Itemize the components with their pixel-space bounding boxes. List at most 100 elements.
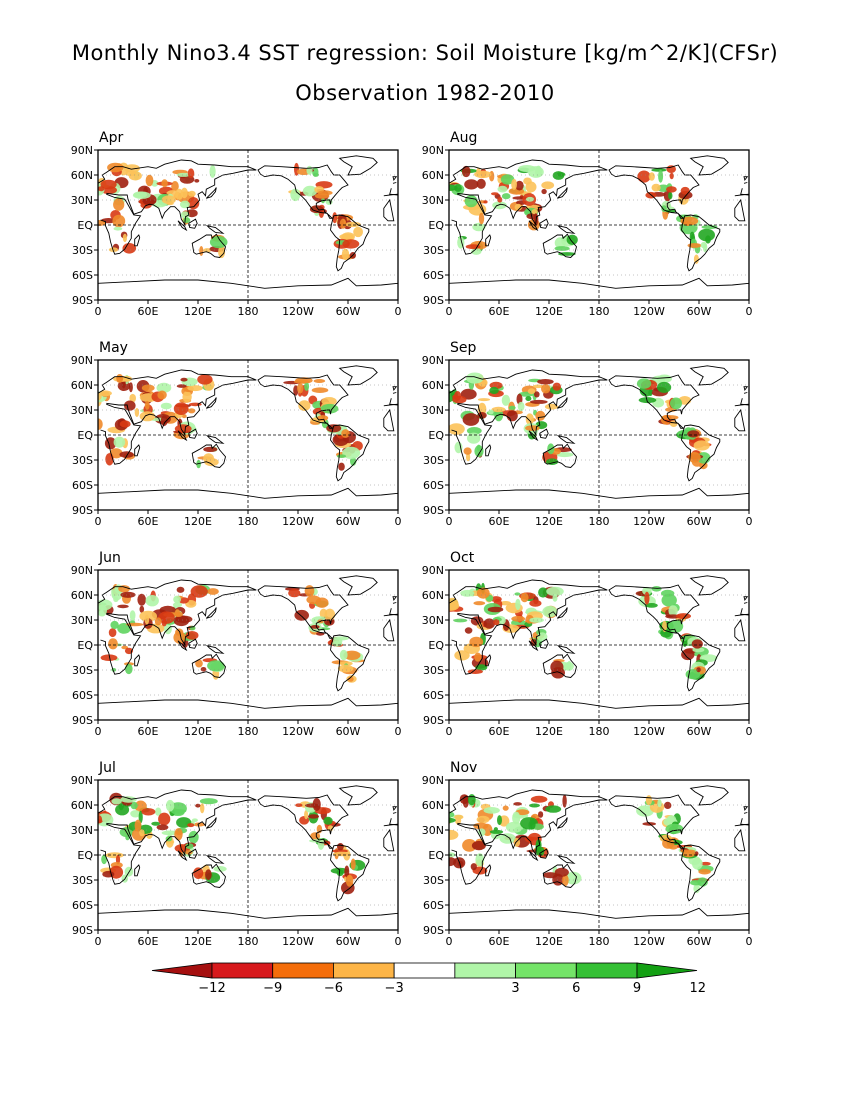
lat-tick-label: 60S [423, 689, 444, 702]
lon-tick-label: 180 [238, 935, 259, 948]
coastline [449, 789, 749, 856]
anomaly-patch [537, 379, 554, 385]
anomaly-patch [180, 211, 190, 219]
coastline [449, 159, 749, 226]
coastline [392, 806, 398, 814]
anomaly-patch [645, 795, 653, 806]
lat-tick-label: 90S [423, 504, 444, 517]
anomaly-patch [110, 620, 119, 630]
anomaly-patch [497, 196, 503, 203]
shading [98, 575, 398, 720]
anomaly-patch [657, 799, 662, 808]
anomaly-patch [339, 649, 348, 661]
panel-month-label: Aug [450, 130, 477, 146]
coastline [330, 844, 370, 902]
anomaly-patch [469, 636, 484, 648]
lon-tick-label: 60W [336, 725, 361, 738]
colorbar: −12 −9 −6 −3 3 6 9 12 [151, 962, 706, 996]
anomaly-patch [651, 168, 667, 172]
anomaly-patch [188, 190, 196, 197]
anomaly-patch [657, 381, 672, 393]
anomaly-patch [98, 418, 103, 431]
shading [449, 575, 749, 720]
anomaly-patch [529, 803, 540, 808]
lat-tick-label: EQ [428, 219, 444, 232]
lon-tick-label: 180 [589, 725, 610, 738]
anomaly-patch [552, 382, 561, 391]
anomaly-patch [499, 833, 516, 844]
anomaly-patch [116, 376, 123, 383]
anomaly-patch [538, 587, 548, 598]
anomaly-patch [476, 167, 481, 177]
coastline [392, 386, 398, 394]
coastline [98, 789, 398, 856]
lon-tick-label: 0 [95, 725, 102, 738]
lat-tick-label: 60S [72, 689, 93, 702]
anomaly-patch [171, 181, 179, 192]
coastline [485, 234, 492, 247]
coastline [556, 397, 568, 409]
lon-tick-label: 60W [336, 305, 361, 318]
lat-tick-label: 90S [72, 504, 93, 517]
lat-tick-label: 30S [72, 244, 93, 257]
coastline [98, 579, 398, 646]
anomaly-patch [332, 851, 351, 857]
coastline [338, 575, 378, 596]
panel-month-label: Oct [450, 550, 475, 566]
coastline [449, 579, 749, 646]
anomaly-patch [637, 170, 651, 183]
anomaly-patch [139, 829, 145, 837]
coastline [449, 907, 749, 930]
anomaly-patch [464, 195, 478, 208]
anomaly-patch [112, 214, 126, 228]
anomaly-patch [341, 232, 355, 242]
anomaly-patch [333, 638, 343, 645]
anomaly-patch [491, 406, 506, 413]
anomaly-patch [218, 245, 226, 259]
lon-tick-label: 0 [446, 935, 453, 948]
colorbar-tick-label: 6 [572, 981, 580, 996]
anomaly-patch [542, 605, 558, 618]
anomaly-patch [298, 400, 311, 411]
colorbar-box [272, 962, 334, 979]
anomaly-patch [525, 396, 532, 402]
anomaly-patch [100, 179, 117, 190]
anomaly-patch [508, 405, 516, 410]
anomaly-patch [207, 660, 225, 672]
coastline [98, 277, 398, 300]
anomaly-patch [476, 178, 486, 189]
colorbar-box [575, 962, 638, 979]
anomaly-patch [155, 807, 162, 816]
anomaly-patch [477, 398, 491, 402]
anomaly-patch [525, 413, 534, 426]
anomaly-patch [176, 586, 185, 593]
anomaly-patch [190, 585, 208, 598]
anomaly-patch [353, 226, 363, 238]
anomaly-patch [113, 198, 125, 211]
anomaly-patch [179, 200, 190, 209]
anomaly-patch [134, 408, 140, 417]
lon-tick-label: 0 [395, 305, 402, 318]
lat-tick-label: EQ [428, 429, 444, 442]
coastline [338, 785, 378, 806]
anomaly-patch [108, 628, 117, 638]
anomaly-patch [478, 828, 486, 837]
anomaly-patch [98, 390, 112, 397]
coastline [191, 653, 226, 678]
colorbar-arrow-left [151, 962, 213, 979]
lon-tick-label: 180 [589, 515, 610, 528]
coastline [205, 435, 225, 444]
lon-tick-label: 0 [746, 935, 753, 948]
coastline [191, 863, 226, 888]
lat-tick-label: 30N [71, 614, 93, 627]
anomaly-patch [336, 454, 347, 459]
anomaly-patch [174, 828, 183, 841]
coastline [681, 214, 721, 272]
coastline [449, 369, 749, 436]
lon-tick-label: 0 [395, 935, 402, 948]
anomaly-patch [513, 802, 522, 806]
anomaly-patch [161, 618, 167, 627]
anomaly-patch [199, 798, 218, 805]
